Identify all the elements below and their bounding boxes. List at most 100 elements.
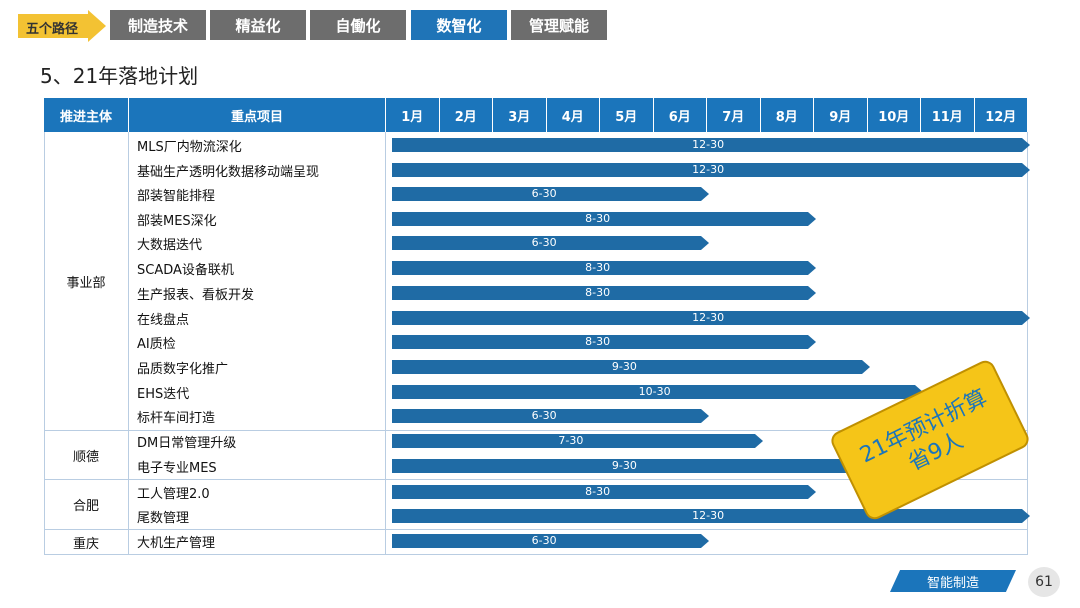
project-label: 大机生产管理	[137, 536, 216, 551]
end-date-label: 12-30	[692, 311, 725, 324]
bar-arrow-icon	[1022, 509, 1031, 523]
page-number: 61	[1028, 567, 1060, 597]
gantt-bar-body	[392, 335, 809, 349]
tab-autonomation[interactable]: 自働化	[310, 10, 406, 40]
project-label: MLS厂内物流深化	[137, 140, 242, 155]
header-separator	[545, 98, 547, 132]
project-label: 电子专业MES	[137, 461, 217, 476]
gantt-bar: 12-30	[392, 163, 1031, 177]
end-date-label: 9-30	[611, 360, 637, 373]
header-month: 2月	[439, 98, 492, 132]
header-separator	[599, 98, 600, 132]
header-month: 6月	[653, 98, 706, 132]
bar-arrow-icon	[701, 534, 710, 548]
end-date-label: 7-30	[558, 434, 584, 447]
end-date-label: 8-30	[585, 261, 611, 274]
gantt-bar-body	[392, 434, 755, 448]
header-month: 3月	[493, 98, 546, 132]
bar-arrow-icon	[1022, 163, 1031, 177]
header-month: 9月	[814, 98, 867, 132]
header-separator	[385, 98, 386, 132]
gantt-bar: 8-30	[392, 335, 817, 349]
header-month: 5月	[600, 98, 653, 132]
gantt-bar-body	[392, 459, 862, 473]
project-label: 在线盘点	[137, 313, 190, 328]
group-label-division: 事业部	[66, 275, 106, 291]
footer-tag: 智能制造	[890, 570, 1016, 592]
gantt-bar: 8-30	[392, 261, 817, 275]
end-date-label: 10-30	[638, 385, 671, 398]
gantt-bar-body	[392, 236, 702, 250]
column-divider	[385, 132, 386, 555]
gantt-bar-body	[392, 311, 1023, 325]
end-date-label: 8-30	[585, 212, 611, 225]
bar-arrow-icon	[861, 360, 870, 374]
bar-arrow-icon	[808, 335, 817, 349]
project-label: SCADA设备联机	[137, 263, 234, 278]
end-date-label: 6-30	[531, 534, 557, 547]
header-month: 11月	[921, 98, 974, 132]
bar-arrow-icon	[808, 212, 817, 226]
project-label: AI质检	[137, 337, 176, 352]
header-separator	[128, 98, 129, 132]
header-separator	[920, 98, 921, 132]
header-month: 7月	[707, 98, 760, 132]
project-label: 部装MES深化	[137, 214, 217, 229]
header-separator	[813, 98, 814, 132]
end-date-label: 6-30	[531, 236, 557, 249]
group-divider	[44, 430, 1028, 431]
plan-table: 推进主体 重点项目 1月 2月 3月 4月 5月 6月 7月 8月 9月 10月 11月 12月 事业…	[44, 98, 1031, 555]
header-separator	[759, 98, 761, 132]
group-divider	[44, 529, 1028, 530]
gantt-bar: 10-30	[392, 385, 924, 399]
header-separator	[652, 98, 654, 132]
gantt-bar: 12-30	[392, 311, 1031, 325]
tab-management-empowerment[interactable]: 管理赋能	[511, 10, 607, 40]
project-label: 基础生产透明化数据移动端呈现	[137, 165, 320, 180]
end-date-label: 12-30	[692, 509, 725, 522]
header-month: 8月	[760, 98, 813, 132]
end-date-label: 6-30	[531, 187, 557, 200]
project-label: EHS迭代	[137, 387, 190, 402]
end-date-label: 12-30	[692, 138, 725, 151]
gantt-bar-body	[392, 385, 916, 399]
header-separator	[492, 98, 493, 132]
header-project: 重点项目	[129, 98, 385, 132]
gantt-bar: 6-30	[392, 534, 710, 548]
tab-digital-intelligence[interactable]: 数智化	[411, 10, 507, 40]
header-owner: 推进主体	[44, 98, 128, 132]
header-separator	[438, 98, 440, 132]
end-date-label: 6-30	[531, 409, 557, 422]
gantt-bar-body	[392, 212, 809, 226]
gantt-bar: 9-30	[392, 360, 870, 374]
gantt-bar: 12-30	[392, 138, 1031, 152]
gantt-bar: 7-30	[392, 434, 763, 448]
header-separator	[706, 98, 707, 132]
gantt-bar: 8-30	[392, 485, 817, 499]
path-badge: 五个路径	[18, 10, 110, 42]
badge-background	[18, 14, 88, 38]
badge-arrow-icon	[88, 10, 106, 42]
gantt-bar: 8-30	[392, 212, 817, 226]
tab-manufacturing-tech[interactable]: 制造技术	[110, 10, 206, 40]
group-label-hefei: 合肥	[72, 499, 99, 514]
column-divider	[128, 132, 129, 555]
bar-arrow-icon	[701, 236, 710, 250]
gantt-bar-body	[392, 163, 1023, 177]
end-date-label: 9-30	[611, 459, 637, 472]
bar-arrow-icon	[1022, 311, 1031, 325]
gantt-bar-body	[392, 261, 809, 275]
gantt-bar: 6-30	[392, 187, 710, 201]
bar-arrow-icon	[701, 187, 710, 201]
project-label: 标杆车间打造	[137, 411, 216, 426]
project-label: 大数据迭代	[137, 238, 203, 253]
bar-arrow-icon	[754, 434, 763, 448]
gantt-bar: 12-30	[392, 509, 1031, 523]
end-date-label: 8-30	[585, 286, 611, 299]
gantt-bar: 9-30	[392, 459, 870, 473]
gantt-bar: 8-30	[392, 286, 817, 300]
end-date-label: 12-30	[692, 163, 725, 176]
tab-lean[interactable]: 精益化	[210, 10, 306, 40]
project-label: 品质数字化推广	[137, 362, 229, 377]
badge-label: 五个路径	[26, 22, 79, 37]
